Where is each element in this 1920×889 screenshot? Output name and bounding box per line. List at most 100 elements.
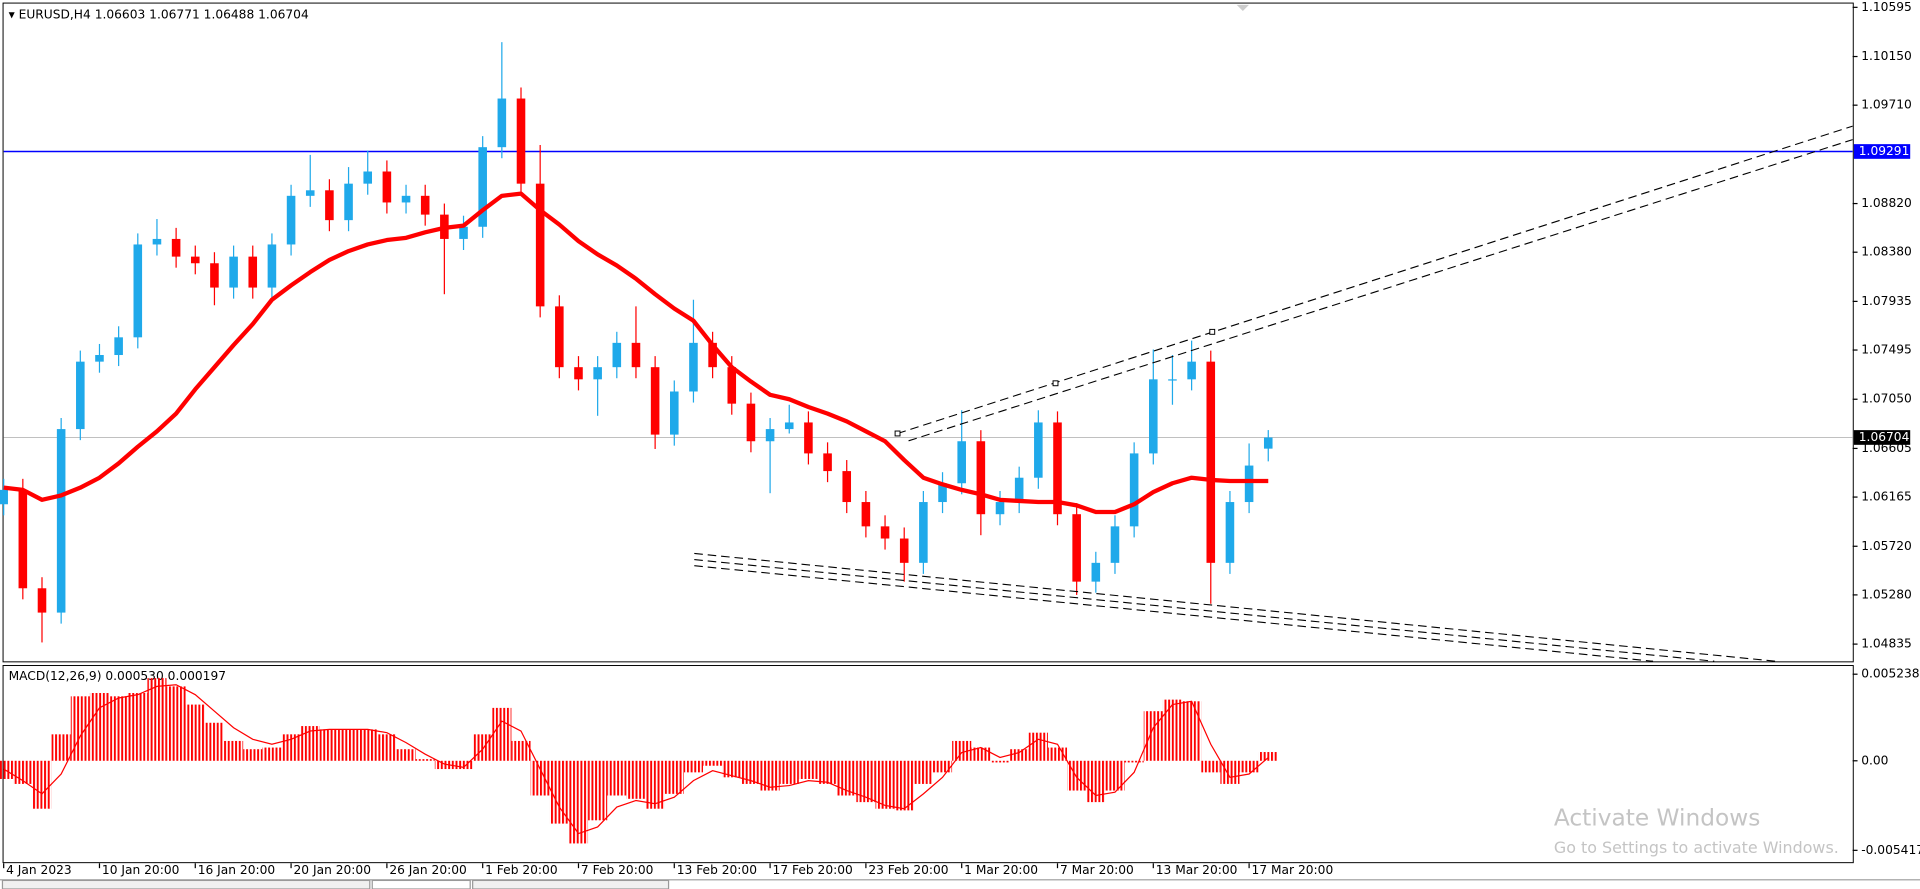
macd-bar	[798, 760, 818, 779]
candle-body	[76, 361, 85, 430]
macd-bar	[1009, 749, 1029, 761]
candle-body	[1053, 422, 1062, 515]
macd-bar	[1047, 747, 1068, 761]
candle-body	[286, 195, 296, 245]
macd-bar	[396, 749, 416, 761]
candle-body	[1072, 514, 1081, 582]
macd-bar	[204, 722, 224, 761]
candle-body	[535, 183, 545, 307]
macd-bar	[243, 749, 263, 761]
level-label-box	[1853, 144, 1911, 159]
x-tick-label: 1 Mar 20:00	[964, 863, 1038, 877]
y-tick-label: 1.08380	[1861, 245, 1912, 259]
handle[interactable]	[1052, 380, 1059, 387]
candle-body	[114, 337, 123, 356]
macd-bar	[626, 760, 646, 799]
macd-bar	[1124, 760, 1144, 763]
candle-body	[267, 244, 277, 288]
tab[interactable]	[371, 879, 471, 889]
x-tick-label: 7 Feb 20:00	[581, 863, 653, 877]
macd-bar	[300, 726, 320, 761]
macd-bar	[856, 760, 876, 803]
macd-bar	[1182, 701, 1202, 761]
macd-bar	[473, 734, 493, 761]
candle-body	[171, 238, 181, 257]
candle-body	[401, 195, 411, 203]
candle-body	[784, 422, 794, 430]
candle-body	[574, 367, 583, 380]
y-tick-label: 1.05280	[1861, 587, 1912, 601]
candle-body	[1014, 477, 1024, 503]
macd-bar	[339, 729, 359, 761]
tab[interactable]	[472, 879, 670, 889]
candle-body	[325, 190, 334, 221]
candle-body	[18, 489, 28, 589]
macd-title: MACD(12,26,9)	[9, 668, 102, 682]
y-tick-label: 1.04835	[1861, 637, 1912, 651]
x-tick-label: 7 Mar 20:00	[1060, 863, 1134, 877]
y-tick-label: 1.10150	[1861, 49, 1912, 63]
candle-body	[1168, 379, 1177, 381]
candle-body	[459, 226, 468, 239]
y-tick-label: 1.08820	[1861, 196, 1912, 210]
y-tick-label: 1.07050	[1861, 392, 1912, 406]
macd-bar	[530, 760, 550, 796]
macd-bar	[722, 760, 742, 778]
candle-body	[305, 190, 315, 196]
y-tick-label: 1.09710	[1861, 98, 1912, 112]
macd-bar	[741, 760, 761, 784]
candle-body	[1187, 361, 1196, 380]
candle-body	[957, 441, 966, 484]
candle-body	[765, 429, 775, 442]
macd-bar	[703, 760, 723, 766]
candle-body	[746, 403, 756, 442]
x-tick-label: 4 Jan 2023	[6, 863, 72, 877]
signal-line	[3, 684, 1269, 835]
handle[interactable]	[894, 430, 901, 437]
candle-body	[1149, 379, 1158, 454]
macd-bar	[875, 760, 895, 809]
watermark-title: Activate Windows	[1554, 805, 1760, 832]
y-tick-label: 0.005238	[1861, 667, 1919, 681]
open: 1.06603	[95, 7, 146, 21]
macd-bar	[952, 740, 972, 761]
macd-header: MACD(12,26,9) 0.000530 0.000197	[9, 668, 226, 682]
watermark-subtitle: Go to Settings to activate Windows.	[1554, 838, 1839, 857]
macd-bar	[511, 740, 531, 761]
macd-bar	[1143, 711, 1163, 761]
candle-body	[1263, 437, 1273, 449]
candle-body	[1129, 453, 1139, 527]
candle-body	[1244, 465, 1254, 503]
y-tick-label: -0.005417	[1861, 843, 1920, 857]
channel-line	[694, 552, 1776, 662]
handle[interactable]	[1209, 328, 1216, 335]
macd-bar	[0, 760, 14, 779]
candle-body	[880, 526, 890, 539]
candle-body	[1110, 526, 1120, 563]
candle-body	[363, 171, 373, 184]
macd-bar	[70, 696, 90, 761]
candle-body	[56, 429, 66, 613]
candle-body	[995, 502, 1005, 515]
macd-bar	[453, 760, 474, 770]
y-tick-label: 1.05720	[1861, 539, 1912, 553]
candle-body	[919, 502, 928, 563]
candle-body	[938, 483, 947, 503]
candle-body	[976, 441, 986, 515]
x-tick-label: 10 Jan 20:00	[102, 863, 179, 877]
bid-label-box	[1853, 430, 1911, 445]
low: 1.06488	[204, 7, 255, 21]
macd-bar	[147, 678, 167, 761]
chart-header: ▾ EURUSD,H4 1.06603 1.06771 1.06488 1.06…	[9, 7, 309, 21]
candle-body	[478, 147, 487, 227]
macd-bar	[415, 759, 435, 761]
macd-bar	[1201, 760, 1221, 773]
tab[interactable]	[1, 879, 371, 889]
macd-bar	[568, 760, 589, 844]
candle-body	[670, 391, 679, 435]
candle-body	[823, 453, 832, 472]
macd-bar	[683, 760, 703, 773]
candle-body	[497, 98, 507, 148]
candle-body	[708, 342, 717, 368]
candle-body	[190, 256, 200, 264]
